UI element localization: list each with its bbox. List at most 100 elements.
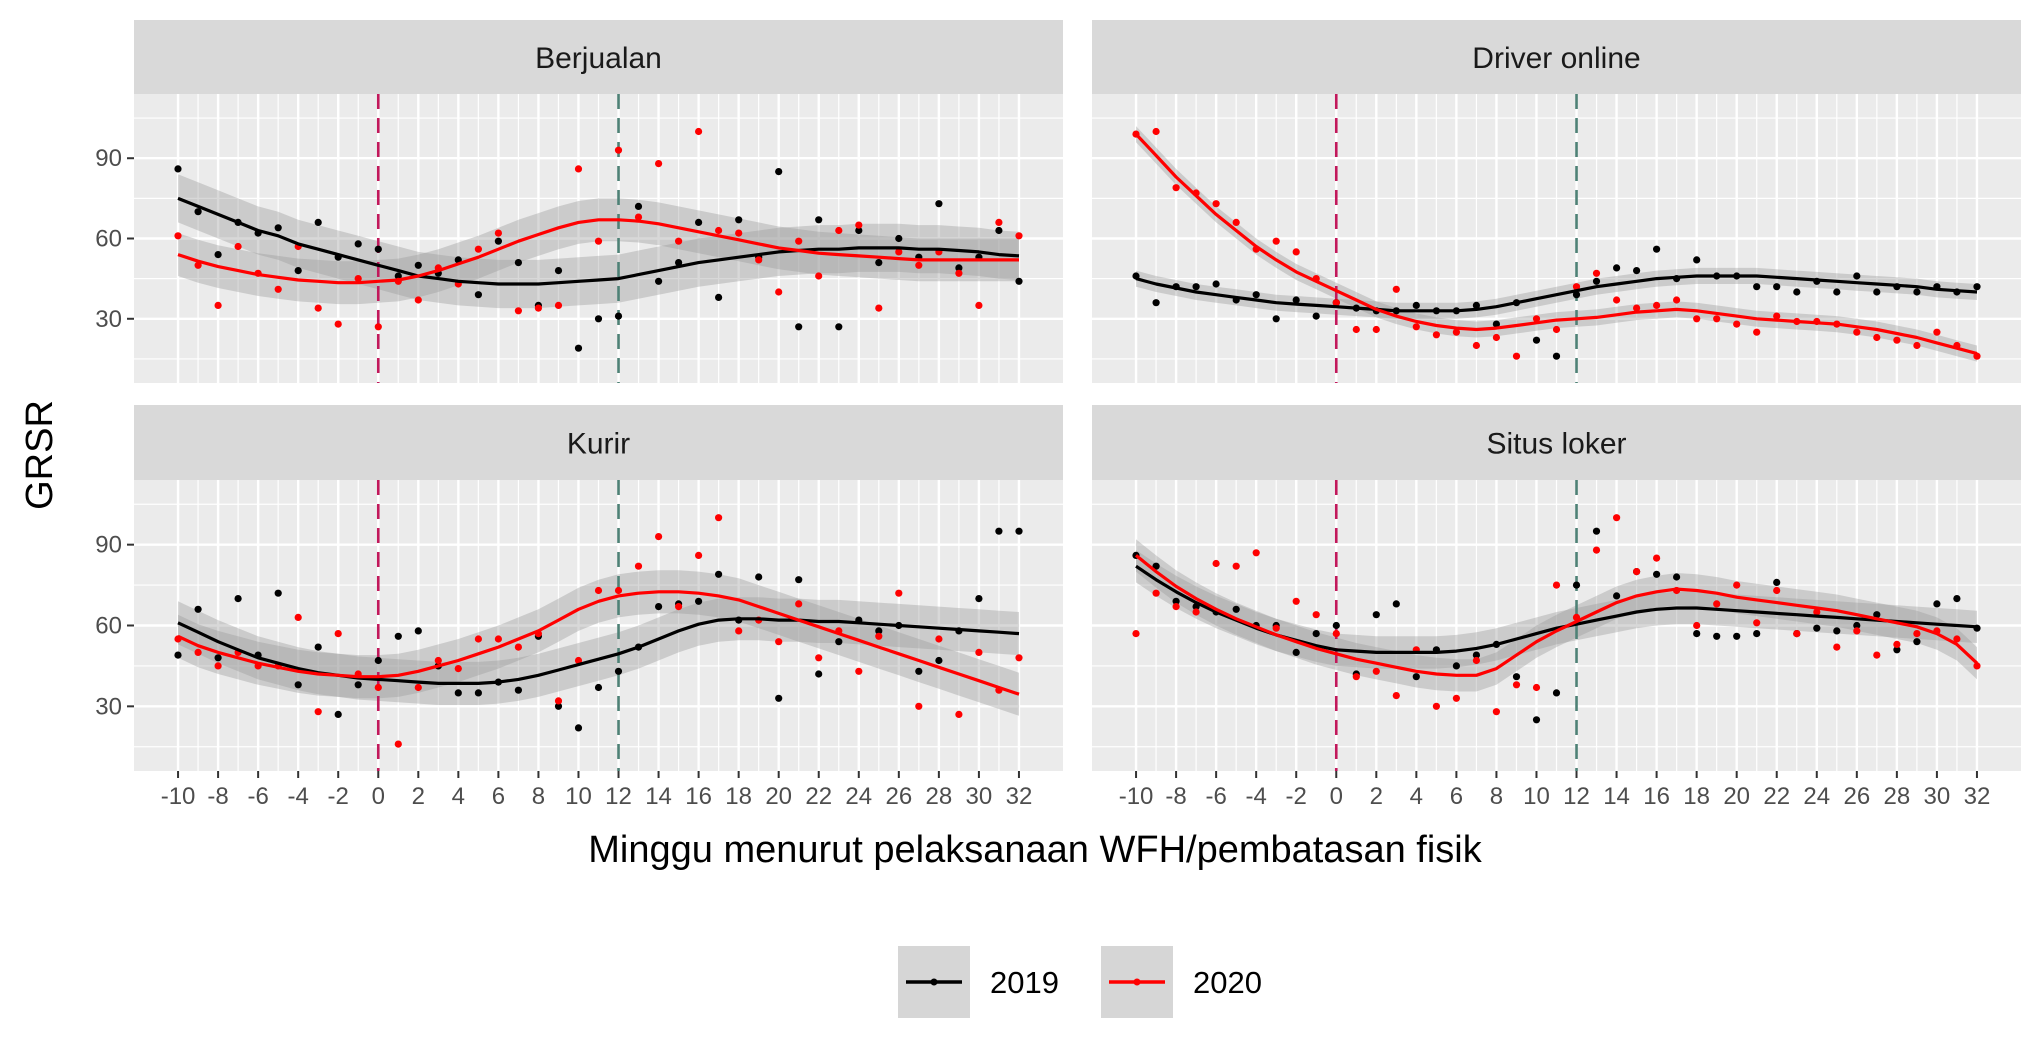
legend-item-2020[interactable]: 2020: [1101, 946, 1262, 1018]
y-tick-label: 90: [95, 532, 122, 559]
data-point-2020: [1232, 562, 1240, 570]
data-point-2020: [1432, 702, 1440, 710]
data-point-2020: [1833, 643, 1841, 651]
data-point-2019: [554, 267, 563, 275]
legend-item-2019[interactable]: 2019: [898, 946, 1059, 1018]
data-point-2020: [414, 683, 422, 692]
data-point-2019: [1653, 570, 1661, 578]
data-point-2020: [1613, 296, 1621, 304]
data-point-2019: [975, 595, 983, 603]
data-point-2020: [494, 635, 502, 643]
data-point-2020: [1733, 581, 1741, 589]
data-point-2020: [1633, 304, 1641, 312]
data-point-2019: [1853, 621, 1861, 630]
data-point-2019: [1532, 336, 1541, 344]
x-tick-label: -6: [247, 783, 268, 810]
data-point-2020: [434, 656, 442, 665]
data-point-2019: [214, 654, 222, 662]
data-point-2019: [1272, 315, 1280, 323]
x-tick-label: -8: [1165, 783, 1186, 810]
data-point-2020: [655, 160, 663, 168]
data-point-2019: [1913, 288, 1921, 296]
data-point-2020: [1272, 624, 1280, 632]
data-point-2020: [1913, 630, 1921, 638]
data-point-2019: [1152, 299, 1160, 307]
data-point-2019: [655, 277, 663, 285]
data-point-2020: [675, 237, 683, 245]
smooth-line-2020: [177, 218, 1019, 285]
data-point-2020: [815, 654, 823, 662]
data-point-2019: [174, 651, 182, 659]
data-point-2020: [1452, 328, 1460, 336]
y-tick-label: 60: [95, 226, 122, 253]
data-point-2020: [1015, 232, 1023, 240]
data-point-2020: [314, 708, 322, 716]
data-point-2020: [1152, 127, 1160, 136]
smooth-line-2019: [177, 196, 1020, 286]
confidence-band-2019: [1136, 550, 1977, 669]
legend-dot-2019: [930, 978, 938, 986]
data-point-2019: [294, 267, 302, 275]
data-point-2019: [274, 589, 282, 597]
x-axis-title: Minggu menurut pelaksanaan WFH/pembatasa…: [588, 829, 1482, 871]
data-point-2019: [1973, 283, 1981, 291]
data-point-2020: [1873, 651, 1881, 659]
data-point-2020: [1452, 694, 1460, 702]
data-point-2019: [514, 686, 523, 694]
data-point-2019: [1492, 320, 1500, 328]
data-point-2020: [494, 229, 502, 237]
data-point-2020: [695, 127, 703, 136]
data-point-2020: [554, 697, 563, 705]
data-point-2020: [354, 275, 362, 283]
data-point-2020: [1312, 611, 1320, 619]
data-point-2019: [514, 259, 523, 267]
data-point-2020: [334, 320, 342, 328]
data-point-2019: [795, 576, 803, 584]
x-tick-label: -10: [1119, 783, 1154, 810]
x-tick-label: 2: [1370, 783, 1383, 810]
data-point-2019: [1873, 611, 1881, 619]
data-point-2019: [1532, 716, 1541, 724]
data-point-2019: [1953, 595, 1961, 603]
data-point-2019: [835, 638, 843, 646]
x-tick-label: 18: [725, 783, 752, 810]
data-point-2020: [214, 662, 222, 670]
confidence-band-2020: [178, 198, 1019, 305]
data-point-2019: [1292, 296, 1300, 304]
x-tick-label: 24: [845, 783, 872, 810]
data-point-2019: [614, 312, 623, 320]
data-point-2020: [514, 307, 523, 315]
data-point-2020: [775, 638, 783, 646]
data-point-2020: [1352, 673, 1360, 681]
data-point-2019: [554, 702, 563, 710]
data-point-2020: [1913, 341, 1921, 350]
data-point-2019: [1015, 277, 1023, 285]
data-point-2020: [1472, 656, 1480, 665]
x-tick-label: 8: [532, 783, 545, 810]
panel-strip-situs-loker: [1092, 405, 2021, 480]
data-point-2019: [1015, 527, 1023, 535]
data-point-2019: [995, 226, 1003, 235]
data-point-2019: [594, 315, 603, 323]
panel-driver-online: Driver online: [1092, 20, 2021, 383]
data-point-2020: [1192, 608, 1200, 616]
data-point-2019: [1713, 632, 1721, 640]
data-point-2020: [594, 586, 603, 595]
data-point-2019: [294, 681, 302, 689]
data-point-2019: [494, 237, 502, 245]
x-tick-label: 12: [1563, 783, 1590, 810]
data-point-2019: [1873, 288, 1881, 296]
data-point-2020: [715, 226, 723, 235]
data-point-2019: [354, 681, 362, 689]
data-point-2019: [274, 224, 282, 232]
data-point-2020: [1572, 283, 1581, 291]
data-point-2020: [1292, 248, 1300, 256]
data-point-2019: [955, 264, 963, 272]
data-point-2019: [1793, 288, 1801, 296]
data-point-2020: [374, 683, 382, 692]
data-point-2020: [1733, 320, 1741, 328]
data-point-2020: [194, 648, 202, 657]
data-point-2019: [1472, 651, 1480, 659]
data-point-2020: [1492, 333, 1500, 342]
